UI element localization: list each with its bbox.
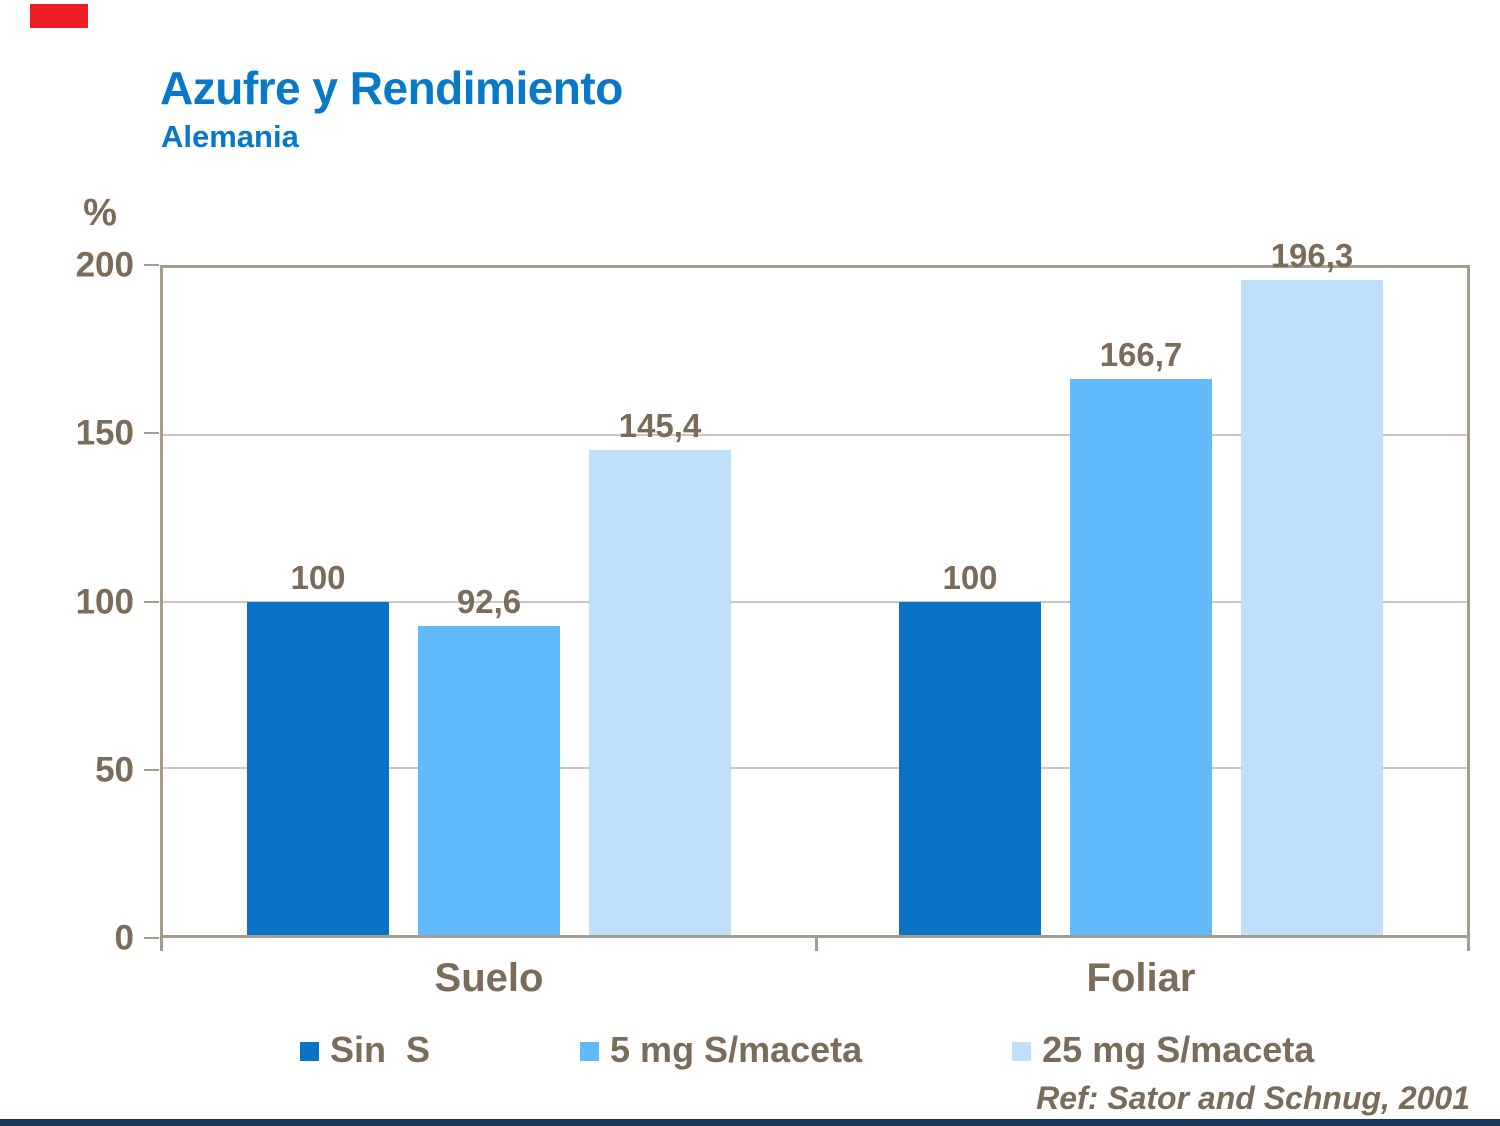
legend-swatch-icon [300,1041,319,1061]
legend-label: 25 mg S/maceta [1042,1029,1315,1070]
gridline [163,600,1467,603]
legend-item-sin-s: Sin S [300,1032,430,1068]
bar-value-label: 92,6 [456,583,522,621]
y-axis-tick [144,432,159,435]
legend-swatch-icon [1012,1041,1032,1061]
bar-value-label: 100 [942,558,998,596]
x-axis-tick [160,938,163,951]
bar-25-mg-s-maceta-foliar [1241,280,1383,935]
x-axis-tick [815,938,818,951]
category-label-suelo: Suelo [434,956,544,1000]
bar-5-mg-s-maceta-foliar [1070,379,1212,935]
bar-5-mg-s-maceta-suelo [418,626,560,935]
gridline [163,767,1467,770]
y-axis-unit-label: % [83,192,117,234]
y-axis: 0 50 100 150 200 [0,248,160,956]
legend-item-25-mg-s-maceta: 25 mg S/maceta [1012,1032,1314,1068]
y-axis-tick [144,600,159,603]
legend-label: 5 mg S/maceta [610,1029,863,1070]
y-axis-tick [144,937,159,939]
y-axis-tick [144,768,159,771]
bar-sin-s-foliar [899,601,1041,935]
legend-label: Sin S [330,1029,431,1070]
legend-swatch-icon [580,1041,600,1061]
plot-area: 100 92,6 145,4 100 166,7 196,3 [160,239,1470,938]
slide-title: Azufre y Rendimiento [160,62,623,114]
bar-value-label: 100 [290,558,346,596]
gridline [163,433,1467,436]
x-axis-tick [1467,938,1470,951]
slide-subtitle: Alemania [161,119,299,154]
legend-item-5-mg-s-maceta: 5 mg S/maceta [580,1032,862,1068]
y-axis-tick [144,264,159,266]
footer-bar [0,1119,1500,1126]
bar-value-label: 166,7 [1099,336,1183,374]
x-axis: Suelo Foliar [163,952,1467,1004]
y-axis-tick-label: 100 [75,582,134,621]
category-label-foliar: Foliar [1086,956,1196,1000]
brand-accent-block [30,4,88,28]
bar-sin-s-suelo [247,601,389,935]
legend: Sin S 5 mg S/maceta 25 mg S/maceta [0,1024,1500,1076]
bar-25-mg-s-maceta-suelo [589,450,731,935]
y-axis-tick-label: 150 [75,413,134,453]
bar-value-label: 196,3 [1270,237,1354,275]
bar-value-label: 145,4 [618,407,702,445]
reference-text: Ref: Sator and Schnug, 2001 [1036,1080,1470,1116]
y-axis-tick-label: 200 [75,245,134,285]
y-axis-tick-label: 0 [114,918,134,958]
y-axis-tick-label: 50 [95,750,134,790]
